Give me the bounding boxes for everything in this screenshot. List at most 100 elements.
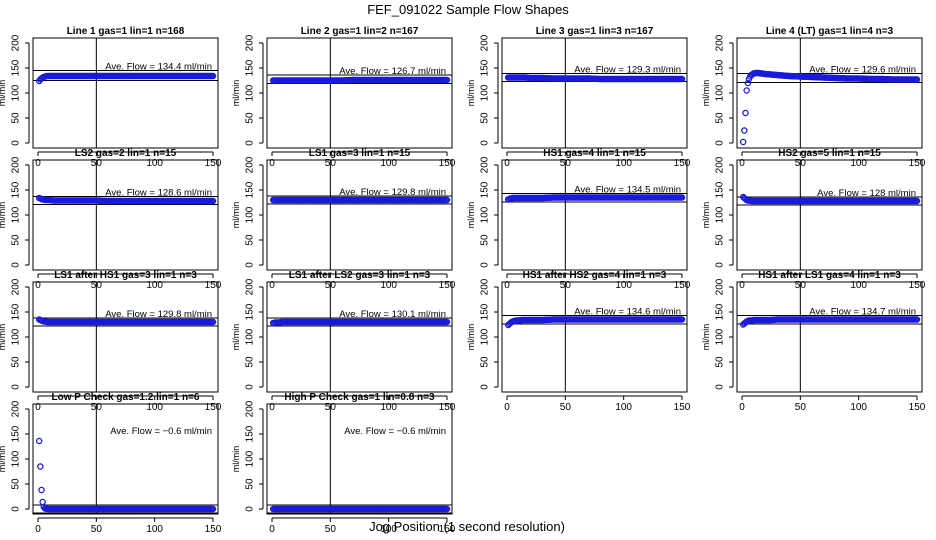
data-point — [208, 72, 216, 80]
avg-flow-annotation: Ave. Flow = −0.6 ml/min — [110, 426, 212, 437]
x-tick-label: 50 — [325, 524, 337, 535]
x-tick-label: 150 — [439, 158, 456, 169]
data-point — [35, 437, 43, 445]
y-tick-label: 150 — [715, 303, 726, 320]
panel-title: LS1 after LS2 gas=3 lin=1 n=3 — [289, 270, 431, 281]
x-tick-label: 100 — [850, 158, 867, 169]
x-tick-label: 0 — [504, 402, 510, 413]
y-tick-label: 200 — [480, 156, 491, 173]
avg-flow-annotation: Ave. Flow = 130.1 ml/min — [339, 309, 446, 320]
panel-title: Line 2 gas=1 lin=2 n=167 — [301, 26, 419, 37]
panel-title: Low P Check gas=1.2 lin=1 n=6 — [52, 392, 200, 403]
x-tick-label: 150 — [439, 402, 456, 413]
x-tick-label: 0 — [739, 402, 745, 413]
x-tick-label: 100 — [615, 158, 632, 169]
y-tick-label: 100 — [245, 84, 256, 101]
x-tick-label: 100 — [380, 402, 397, 413]
data-point — [442, 505, 450, 513]
y-tick-label: 150 — [480, 59, 491, 76]
y-tick-label: 100 — [715, 84, 726, 101]
x-tick-label: 0 — [269, 402, 275, 413]
x-tick-label: 0 — [504, 158, 510, 169]
avg-flow-annotation: Ave. Flow = 129.8 ml/min — [339, 187, 446, 198]
y-tick-label: 150 — [480, 181, 491, 198]
y-tick-label: 50 — [245, 478, 256, 490]
panel-title: LS1 gas=3 lin=1 n=15 — [309, 148, 411, 159]
plot-frame — [736, 37, 923, 149]
y-tick-label: 0 — [245, 140, 256, 146]
x-tick-label: 50 — [91, 524, 103, 535]
y-tick-label: 0 — [11, 384, 22, 390]
data-point — [677, 75, 685, 83]
data-point — [742, 109, 749, 117]
y-tick-label: 200 — [245, 156, 256, 173]
chart-panel: HS1 after HS2 gas=4 lin=1 n=3 0 50 100 150 0 5… — [466, 270, 691, 413]
y-tick-label: 100 — [715, 328, 726, 345]
chart-panel: LS2 gas=2 lin=1 n=150 50 100 15005010015020… — [0, 148, 222, 291]
y-tick-label: 50 — [11, 478, 22, 490]
x-tick-label: 0 — [504, 280, 510, 291]
plot-frame — [501, 37, 688, 149]
x-tick-label: 100 — [146, 524, 163, 535]
y-tick-label: 200 — [11, 278, 22, 295]
x-tick-label: 150 — [439, 524, 456, 535]
y-tick-label: 200 — [480, 278, 491, 295]
panel-title: Line 3 gas=1 lin=3 n=167 — [536, 26, 654, 37]
y-tick-label: 200 — [245, 400, 256, 417]
x-tick-label: 0 — [35, 280, 41, 291]
chart-panel: High P Check gas=1 lin=0.8 n=3 0 50 100 150 0… — [231, 392, 456, 535]
plot-frame — [501, 281, 688, 393]
plot-frame — [736, 159, 923, 271]
y-tick-label: 50 — [715, 234, 726, 246]
y-axis-label: ml/min — [0, 446, 7, 473]
plot-frame — [501, 159, 688, 271]
y-tick-label: 0 — [715, 384, 726, 390]
plot-frame — [266, 403, 453, 515]
data-point — [741, 127, 748, 134]
plot-frame — [266, 37, 453, 149]
x-tick-label: 0 — [739, 158, 745, 169]
x-tick-label: 150 — [909, 158, 926, 169]
avg-flow-annotation: Ave. Flow = 128 ml/min — [817, 188, 916, 199]
x-tick-label: 150 — [909, 402, 926, 413]
y-tick-label: 100 — [480, 206, 491, 223]
panel-title: Line 4 (LT) gas=1 lin=4 n=3 — [766, 26, 894, 37]
data-point — [757, 70, 764, 77]
data-point — [912, 76, 920, 83]
x-tick-label: 150 — [674, 280, 691, 291]
y-tick-label: 0 — [11, 262, 22, 268]
plot-frame — [32, 159, 219, 271]
y-tick-label: 150 — [11, 303, 22, 320]
data-point — [45, 196, 52, 204]
y-tick-label: 200 — [245, 278, 256, 295]
y-axis-label: ml/min — [231, 446, 241, 473]
y-tick-label: 150 — [480, 303, 491, 320]
x-tick-label: 150 — [205, 280, 222, 291]
data-point — [442, 318, 450, 326]
y-tick-label: 50 — [11, 356, 22, 368]
avg-flow-annotation: Ave. Flow = −0.6 ml/min — [344, 426, 446, 437]
y-tick-label: 200 — [715, 156, 726, 173]
chart-panel: Line 4 (LT) gas=1 lin=4 n=30 50 100 1500501… — [701, 26, 926, 169]
avg-flow-annotation: Ave. Flow = 129.6 ml/min — [809, 65, 916, 76]
y-axis-label: ml/min — [231, 80, 241, 107]
y-axis-label: ml/min — [466, 80, 476, 107]
x-tick-label: 100 — [146, 402, 163, 413]
y-tick-label: 200 — [11, 156, 22, 173]
y-tick-label: 0 — [715, 262, 726, 268]
y-tick-label: 150 — [245, 303, 256, 320]
x-tick-label: 150 — [674, 402, 691, 413]
x-tick-label: 150 — [205, 158, 222, 169]
data-point — [912, 197, 920, 205]
y-tick-label: 0 — [11, 140, 22, 146]
x-tick-label: 0 — [35, 524, 41, 535]
x-tick-label: 150 — [205, 524, 222, 535]
x-tick-label: 150 — [439, 280, 456, 291]
x-tick-label: 150 — [674, 158, 691, 169]
x-tick-label: 100 — [380, 524, 397, 535]
data-point — [743, 87, 750, 94]
y-tick-label: 0 — [480, 140, 491, 146]
x-tick-label: 0 — [269, 524, 275, 535]
avg-flow-annotation: Ave. Flow = 134.4 ml/min — [105, 62, 212, 73]
